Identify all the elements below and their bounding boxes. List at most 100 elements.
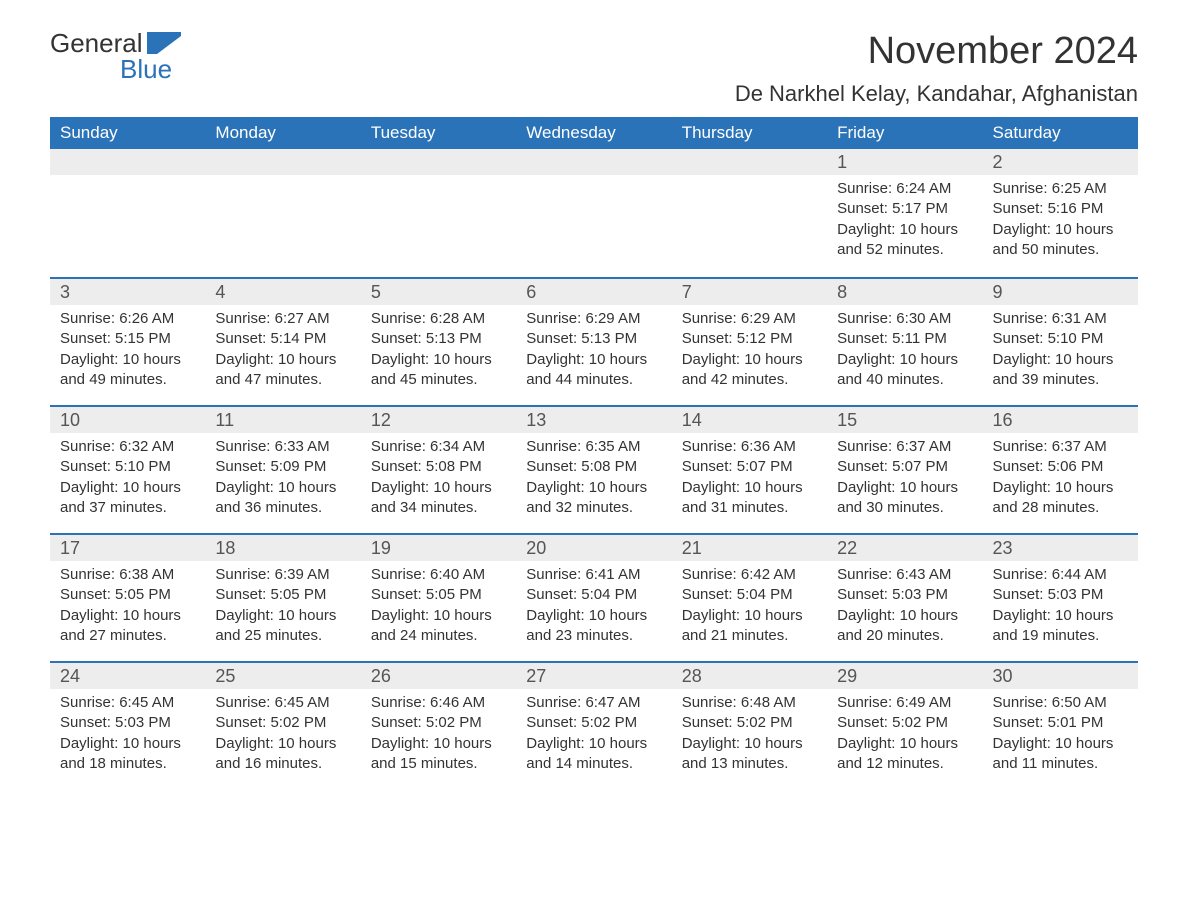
sunrise-text: Sunrise: 6:31 AM (993, 309, 1128, 329)
day-content: Sunrise: 6:37 AMSunset: 5:06 PMDaylight:… (983, 433, 1138, 526)
sunrise-text: Sunrise: 6:33 AM (215, 437, 350, 457)
sunset-text: Sunset: 5:02 PM (682, 713, 817, 733)
calendar-cell: 15Sunrise: 6:37 AMSunset: 5:07 PMDayligh… (827, 405, 982, 533)
sunrise-text: Sunrise: 6:25 AM (993, 179, 1128, 199)
daylight-text: Daylight: 10 hours and 24 minutes. (371, 606, 506, 647)
day-number: 27 (516, 663, 671, 689)
daylight-text: Daylight: 10 hours and 28 minutes. (993, 478, 1128, 519)
calendar-cell: 21Sunrise: 6:42 AMSunset: 5:04 PMDayligh… (672, 533, 827, 661)
logo-word1: General (50, 30, 143, 56)
day-number: 30 (983, 663, 1138, 689)
sunset-text: Sunset: 5:03 PM (993, 585, 1128, 605)
day-content: Sunrise: 6:29 AMSunset: 5:12 PMDaylight:… (672, 305, 827, 398)
sunrise-text: Sunrise: 6:40 AM (371, 565, 506, 585)
sunrise-text: Sunrise: 6:26 AM (60, 309, 195, 329)
day-number: 11 (205, 407, 360, 433)
empty-day (516, 149, 671, 175)
sunset-text: Sunset: 5:10 PM (993, 329, 1128, 349)
day-number: 15 (827, 407, 982, 433)
calendar-cell: 14Sunrise: 6:36 AMSunset: 5:07 PMDayligh… (672, 405, 827, 533)
calendar-cell: 6Sunrise: 6:29 AMSunset: 5:13 PMDaylight… (516, 277, 671, 405)
empty-day (672, 149, 827, 175)
sunrise-text: Sunrise: 6:32 AM (60, 437, 195, 457)
weekday-header: Saturday (983, 117, 1138, 149)
calendar-cell: 13Sunrise: 6:35 AMSunset: 5:08 PMDayligh… (516, 405, 671, 533)
daylight-text: Daylight: 10 hours and 40 minutes. (837, 350, 972, 391)
calendar-week-row: 1Sunrise: 6:24 AMSunset: 5:17 PMDaylight… (50, 149, 1138, 277)
daylight-text: Daylight: 10 hours and 52 minutes. (837, 220, 972, 261)
daylight-text: Daylight: 10 hours and 30 minutes. (837, 478, 972, 519)
sunset-text: Sunset: 5:12 PM (682, 329, 817, 349)
sunset-text: Sunset: 5:02 PM (371, 713, 506, 733)
day-number: 12 (361, 407, 516, 433)
day-number: 21 (672, 535, 827, 561)
sunset-text: Sunset: 5:02 PM (215, 713, 350, 733)
weekday-header: Sunday (50, 117, 205, 149)
sunrise-text: Sunrise: 6:46 AM (371, 693, 506, 713)
day-content: Sunrise: 6:43 AMSunset: 5:03 PMDaylight:… (827, 561, 982, 654)
sunrise-text: Sunrise: 6:42 AM (682, 565, 817, 585)
weekday-header: Wednesday (516, 117, 671, 149)
day-content: Sunrise: 6:36 AMSunset: 5:07 PMDaylight:… (672, 433, 827, 526)
sunset-text: Sunset: 5:11 PM (837, 329, 972, 349)
weekday-header: Monday (205, 117, 360, 149)
sunset-text: Sunset: 5:01 PM (993, 713, 1128, 733)
day-content: Sunrise: 6:27 AMSunset: 5:14 PMDaylight:… (205, 305, 360, 398)
day-content: Sunrise: 6:37 AMSunset: 5:07 PMDaylight:… (827, 433, 982, 526)
daylight-text: Daylight: 10 hours and 27 minutes. (60, 606, 195, 647)
daylight-text: Daylight: 10 hours and 37 minutes. (60, 478, 195, 519)
daylight-text: Daylight: 10 hours and 50 minutes. (993, 220, 1128, 261)
calendar-cell: 4Sunrise: 6:27 AMSunset: 5:14 PMDaylight… (205, 277, 360, 405)
calendar-cell (516, 149, 671, 277)
sunrise-text: Sunrise: 6:47 AM (526, 693, 661, 713)
daylight-text: Daylight: 10 hours and 25 minutes. (215, 606, 350, 647)
calendar-cell: 28Sunrise: 6:48 AMSunset: 5:02 PMDayligh… (672, 661, 827, 789)
sunrise-text: Sunrise: 6:37 AM (837, 437, 972, 457)
calendar-cell: 25Sunrise: 6:45 AMSunset: 5:02 PMDayligh… (205, 661, 360, 789)
calendar-cell (205, 149, 360, 277)
calendar-cell: 23Sunrise: 6:44 AMSunset: 5:03 PMDayligh… (983, 533, 1138, 661)
day-content: Sunrise: 6:29 AMSunset: 5:13 PMDaylight:… (516, 305, 671, 398)
sunrise-text: Sunrise: 6:30 AM (837, 309, 972, 329)
day-number: 29 (827, 663, 982, 689)
day-number: 26 (361, 663, 516, 689)
calendar-cell: 19Sunrise: 6:40 AMSunset: 5:05 PMDayligh… (361, 533, 516, 661)
title-block: November 2024 De Narkhel Kelay, Kandahar… (735, 30, 1138, 107)
logo-word2: Blue (50, 56, 181, 82)
sunrise-text: Sunrise: 6:36 AM (682, 437, 817, 457)
daylight-text: Daylight: 10 hours and 21 minutes. (682, 606, 817, 647)
calendar-cell: 11Sunrise: 6:33 AMSunset: 5:09 PMDayligh… (205, 405, 360, 533)
calendar-cell: 30Sunrise: 6:50 AMSunset: 5:01 PMDayligh… (983, 661, 1138, 789)
daylight-text: Daylight: 10 hours and 47 minutes. (215, 350, 350, 391)
weekday-header: Friday (827, 117, 982, 149)
sunrise-text: Sunrise: 6:35 AM (526, 437, 661, 457)
day-content: Sunrise: 6:30 AMSunset: 5:11 PMDaylight:… (827, 305, 982, 398)
empty-day (50, 149, 205, 175)
day-content: Sunrise: 6:32 AMSunset: 5:10 PMDaylight:… (50, 433, 205, 526)
sunrise-text: Sunrise: 6:27 AM (215, 309, 350, 329)
calendar-table: SundayMondayTuesdayWednesdayThursdayFrid… (50, 117, 1138, 789)
sunrise-text: Sunrise: 6:39 AM (215, 565, 350, 585)
logo: General Blue (50, 30, 181, 82)
day-number: 22 (827, 535, 982, 561)
logo-top: General (50, 30, 181, 56)
day-number: 28 (672, 663, 827, 689)
day-content: Sunrise: 6:28 AMSunset: 5:13 PMDaylight:… (361, 305, 516, 398)
daylight-text: Daylight: 10 hours and 15 minutes. (371, 734, 506, 775)
calendar-cell (672, 149, 827, 277)
daylight-text: Daylight: 10 hours and 49 minutes. (60, 350, 195, 391)
day-number: 7 (672, 279, 827, 305)
day-content: Sunrise: 6:24 AMSunset: 5:17 PMDaylight:… (827, 175, 982, 268)
day-content: Sunrise: 6:31 AMSunset: 5:10 PMDaylight:… (983, 305, 1138, 398)
sunset-text: Sunset: 5:05 PM (215, 585, 350, 605)
day-number: 18 (205, 535, 360, 561)
sunset-text: Sunset: 5:06 PM (993, 457, 1128, 477)
day-content: Sunrise: 6:38 AMSunset: 5:05 PMDaylight:… (50, 561, 205, 654)
day-number: 13 (516, 407, 671, 433)
calendar-cell: 9Sunrise: 6:31 AMSunset: 5:10 PMDaylight… (983, 277, 1138, 405)
calendar-week-row: 10Sunrise: 6:32 AMSunset: 5:10 PMDayligh… (50, 405, 1138, 533)
sunrise-text: Sunrise: 6:37 AM (993, 437, 1128, 457)
location: De Narkhel Kelay, Kandahar, Afghanistan (735, 81, 1138, 107)
sunset-text: Sunset: 5:05 PM (371, 585, 506, 605)
daylight-text: Daylight: 10 hours and 13 minutes. (682, 734, 817, 775)
